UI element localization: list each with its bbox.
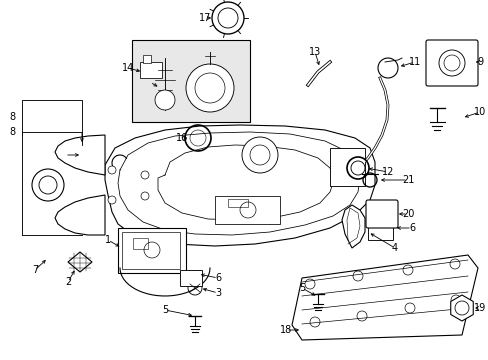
Bar [367, 222, 392, 240]
Text: 10: 10 [473, 107, 485, 117]
FancyBboxPatch shape [365, 200, 397, 228]
FancyBboxPatch shape [425, 40, 477, 86]
Bar [227, 199, 247, 207]
Text: 15: 15 [143, 77, 156, 87]
Bar [122, 232, 180, 269]
Circle shape [108, 196, 116, 204]
Circle shape [377, 58, 397, 78]
Text: 18: 18 [279, 325, 291, 335]
Text: 11: 11 [408, 57, 420, 67]
Text: 6: 6 [215, 273, 221, 283]
Text: 21: 21 [401, 175, 413, 185]
Text: 13: 13 [308, 47, 321, 57]
Polygon shape [55, 195, 105, 235]
Text: 9: 9 [476, 57, 482, 67]
Bar [180, 270, 202, 286]
Text: 19: 19 [473, 303, 485, 313]
Bar [132, 40, 249, 122]
Polygon shape [55, 135, 105, 175]
Bar [142, 55, 151, 63]
Bar [329, 148, 364, 186]
Text: 20: 20 [401, 209, 413, 219]
Bar [133, 238, 148, 249]
Text: 4: 4 [391, 243, 397, 253]
Text: 5: 5 [162, 305, 168, 315]
Polygon shape [341, 205, 364, 248]
Polygon shape [291, 255, 477, 340]
Circle shape [108, 166, 116, 174]
Text: 7: 7 [32, 265, 38, 275]
Text: 17: 17 [199, 13, 211, 23]
Circle shape [32, 169, 64, 201]
Text: 8: 8 [9, 112, 15, 122]
Text: 2: 2 [65, 277, 71, 287]
Text: 1: 1 [105, 235, 111, 245]
Circle shape [155, 90, 175, 110]
Text: 3: 3 [215, 288, 221, 298]
Text: 12: 12 [381, 167, 393, 177]
Circle shape [185, 64, 234, 112]
Text: 16: 16 [176, 133, 188, 143]
Bar [118, 228, 185, 273]
Polygon shape [68, 252, 92, 272]
Bar [215, 196, 280, 224]
Polygon shape [105, 125, 374, 246]
Circle shape [141, 192, 149, 200]
Text: 8: 8 [9, 127, 15, 137]
Text: 5: 5 [298, 283, 305, 293]
Text: 14: 14 [122, 63, 134, 73]
Circle shape [242, 137, 278, 173]
Bar [140, 62, 162, 78]
Circle shape [187, 281, 202, 295]
Circle shape [141, 171, 149, 179]
Text: 6: 6 [408, 223, 414, 233]
